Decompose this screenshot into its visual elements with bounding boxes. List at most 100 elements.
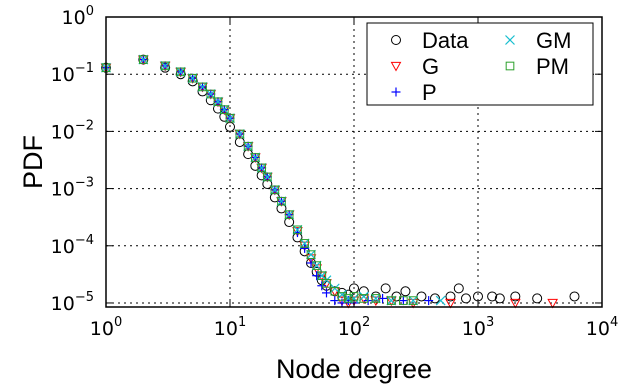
- data-point-pm: [312, 261, 321, 270]
- x-tick-label: 101: [214, 315, 246, 340]
- data-point-gm: [321, 275, 332, 286]
- data-point-gm: [292, 224, 303, 235]
- data-point-pm: [330, 286, 340, 296]
- legend-label-g: G: [422, 54, 439, 79]
- data-point-gm: [175, 66, 186, 77]
- data-point-g: [547, 298, 559, 309]
- data-point-pm: [188, 73, 197, 83]
- x-axis-label: Node degree: [276, 354, 432, 384]
- legend-label-data: Data: [422, 28, 469, 53]
- data-point-gm: [358, 291, 369, 302]
- data-point-p: [424, 296, 434, 306]
- data-point-gm: [408, 295, 419, 306]
- data-point-gm: [386, 295, 397, 306]
- data-point-p: [300, 243, 310, 253]
- data-point-data: [510, 291, 521, 302]
- data-point-pm: [176, 67, 185, 77]
- data-point-gm: [243, 141, 254, 152]
- data-point-data: [460, 293, 471, 304]
- y-tick-label: 10−3: [51, 176, 94, 201]
- data-point-p: [398, 296, 408, 306]
- data-point-data: [532, 293, 543, 304]
- data-point-pm: [300, 239, 309, 248]
- data-point-pm: [139, 55, 148, 64]
- data-point-pm: [243, 141, 253, 151]
- legend-marker-pm: [505, 61, 515, 71]
- data-point-gm: [329, 283, 340, 294]
- data-point-gm: [370, 293, 381, 304]
- data-point-pm: [371, 294, 381, 303]
- data-point-gm: [213, 96, 223, 107]
- data-point-pm: [257, 163, 266, 173]
- data-point-pm: [213, 97, 223, 107]
- data-point-gm: [276, 196, 287, 207]
- legend-marker-gm: [505, 35, 515, 45]
- axis-ticks: [105, 16, 603, 307]
- data-point-gm: [299, 238, 310, 249]
- y-tick-label: 10−5: [51, 290, 94, 315]
- data-point-pm: [270, 185, 280, 195]
- legend-label-p: P: [422, 80, 437, 105]
- data-point-pm: [220, 105, 229, 114]
- data-point-gm: [306, 249, 316, 260]
- legend-box: [366, 22, 594, 106]
- data-point-gm: [435, 295, 446, 306]
- data-point-pm: [198, 82, 207, 92]
- x-tick-label: 100: [90, 315, 122, 340]
- x-tick-label: 102: [338, 315, 370, 340]
- data-point-pm: [322, 279, 331, 288]
- data-point-gm: [138, 54, 149, 65]
- legend-marker-g: [390, 61, 402, 72]
- data-point-gm: [269, 184, 280, 195]
- data-point-pm: [344, 294, 353, 303]
- y-tick-label: 10−4: [51, 233, 94, 258]
- data-point-gm: [225, 113, 235, 124]
- data-point-gm: [311, 260, 322, 271]
- data-point-data: [416, 291, 427, 302]
- data-point-data: [380, 283, 391, 294]
- data-point-pm: [263, 172, 272, 182]
- data-point-gm: [160, 60, 171, 71]
- data-point-gm: [197, 81, 208, 92]
- data-point-gm: [284, 209, 295, 220]
- data-point-g: [509, 298, 521, 309]
- y-tick-label: 10−2: [51, 118, 94, 143]
- data-points: [100, 54, 580, 309]
- data-point-gm: [187, 73, 198, 84]
- data-point-pm: [317, 271, 327, 281]
- tick-labels: 100 101 102 103 104 100 10−1 10−2 10−3 10−4 10−5: [51, 4, 619, 340]
- data-point-gm: [256, 162, 267, 173]
- data-point-gm: [219, 104, 230, 115]
- data-point-pm: [225, 113, 235, 123]
- y-tick-label: 10−1: [51, 61, 94, 86]
- data-point-data: [445, 291, 456, 302]
- data-point-p: [321, 288, 331, 298]
- data-point-g: [445, 298, 456, 309]
- legend-label-gm: GM: [536, 28, 571, 53]
- data-point-pm: [408, 296, 418, 305]
- data-point-pm: [293, 225, 302, 235]
- data-point-data: [400, 286, 411, 297]
- data-point-gm: [250, 152, 261, 163]
- y-tick-label: 100: [62, 4, 94, 29]
- data-point-pm: [399, 296, 408, 305]
- data-point-pm: [284, 210, 294, 219]
- legend-marker-data: [391, 35, 401, 45]
- data-point-pm: [250, 153, 260, 162]
- x-tick-label: 103: [462, 315, 494, 340]
- data-point-data: [453, 283, 464, 294]
- data-point-gm: [262, 171, 273, 182]
- data-point-data: [569, 291, 580, 302]
- data-point-data: [429, 293, 440, 304]
- y-axis-label: PDF: [18, 135, 48, 189]
- data-point-data: [370, 291, 381, 302]
- data-point-gm: [349, 293, 359, 304]
- legend-label-pm: PM: [536, 54, 569, 79]
- data-point-pm: [359, 294, 369, 303]
- data-point-gm: [234, 129, 245, 139]
- data-point-data: [487, 291, 498, 302]
- data-point-p: [317, 281, 327, 291]
- data-point-pm: [160, 61, 170, 71]
